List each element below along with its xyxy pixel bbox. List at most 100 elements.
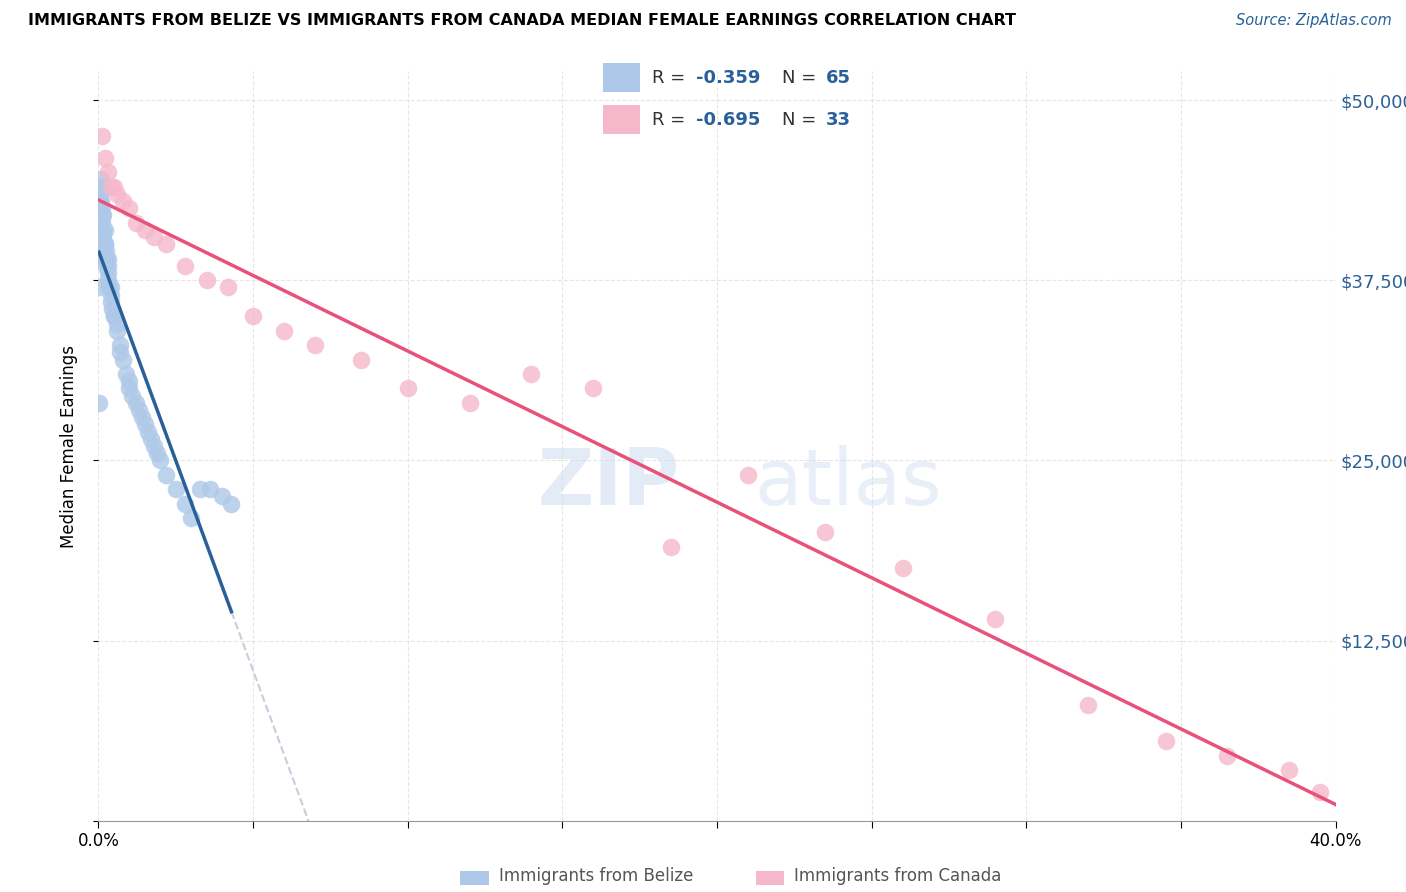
- Point: [91, 223, 114, 237]
- Point: [87, 396, 110, 410]
- Point: [91, 223, 114, 237]
- Point: [143, 230, 166, 244]
- Point: [174, 259, 197, 273]
- Point: [108, 338, 131, 352]
- Point: [128, 403, 150, 417]
- Point: [91, 223, 114, 237]
- Point: [98, 280, 121, 294]
- Point: [149, 453, 172, 467]
- Point: [90, 209, 112, 223]
- Point: [1278, 763, 1301, 777]
- Text: -0.695: -0.695: [696, 111, 761, 128]
- Text: atlas: atlas: [754, 445, 942, 522]
- Point: [134, 223, 156, 237]
- Point: [91, 209, 114, 223]
- Point: [136, 425, 159, 439]
- Point: [273, 324, 295, 338]
- Point: [93, 244, 115, 259]
- Point: [97, 165, 120, 179]
- Point: [1077, 698, 1099, 713]
- Point: [97, 280, 120, 294]
- Point: [103, 310, 125, 324]
- Point: [90, 194, 112, 208]
- Point: [90, 201, 112, 215]
- Point: [304, 338, 326, 352]
- Point: [100, 280, 122, 294]
- Point: [174, 497, 197, 511]
- Text: N =: N =: [782, 69, 823, 87]
- Text: R =: R =: [652, 69, 692, 87]
- Point: [350, 352, 373, 367]
- Point: [101, 302, 124, 317]
- Point: [103, 310, 125, 324]
- Point: [93, 237, 115, 252]
- Text: Immigrants from Canada: Immigrants from Canada: [794, 867, 1001, 885]
- Text: 33: 33: [825, 111, 851, 128]
- FancyBboxPatch shape: [756, 871, 785, 885]
- Point: [118, 201, 141, 215]
- Point: [96, 259, 118, 273]
- Point: [155, 237, 177, 252]
- Point: [100, 294, 122, 309]
- Point: [1309, 785, 1331, 799]
- Point: [198, 482, 221, 496]
- Point: [124, 216, 146, 230]
- Point: [89, 194, 111, 208]
- Point: [90, 172, 112, 186]
- Point: [242, 310, 264, 324]
- FancyBboxPatch shape: [603, 63, 640, 92]
- Point: [891, 561, 914, 575]
- Point: [520, 367, 543, 381]
- Point: [112, 194, 135, 208]
- Point: [115, 367, 138, 381]
- Point: [737, 467, 759, 482]
- FancyBboxPatch shape: [460, 871, 489, 885]
- Point: [97, 266, 120, 280]
- Point: [180, 511, 202, 525]
- Point: [94, 237, 117, 252]
- Point: [814, 525, 837, 540]
- Point: [582, 381, 605, 395]
- Point: [94, 252, 117, 266]
- Point: [458, 396, 481, 410]
- Point: [89, 280, 111, 294]
- Point: [97, 259, 120, 273]
- Text: N =: N =: [782, 111, 823, 128]
- Point: [118, 374, 141, 388]
- Point: [94, 244, 117, 259]
- Point: [105, 324, 128, 338]
- Point: [93, 230, 115, 244]
- Point: [143, 439, 166, 453]
- Point: [195, 273, 218, 287]
- Point: [100, 287, 122, 301]
- Point: [91, 216, 114, 230]
- Point: [97, 252, 120, 266]
- Point: [100, 179, 122, 194]
- Point: [211, 490, 233, 504]
- Text: -0.359: -0.359: [696, 69, 761, 87]
- Point: [139, 432, 162, 446]
- Point: [90, 129, 112, 144]
- Point: [984, 612, 1007, 626]
- Point: [97, 273, 120, 287]
- Text: Source: ZipAtlas.com: Source: ZipAtlas.com: [1236, 13, 1392, 29]
- Point: [131, 410, 153, 425]
- Point: [105, 186, 128, 201]
- FancyBboxPatch shape: [603, 105, 640, 134]
- Point: [108, 345, 131, 359]
- Point: [155, 467, 177, 482]
- Text: ZIP: ZIP: [537, 445, 681, 522]
- Point: [1216, 748, 1239, 763]
- Point: [121, 388, 143, 402]
- Point: [165, 482, 187, 496]
- Point: [96, 252, 118, 266]
- Point: [124, 396, 146, 410]
- Text: R =: R =: [652, 111, 692, 128]
- Point: [93, 252, 115, 266]
- Point: [105, 317, 128, 331]
- Point: [190, 482, 212, 496]
- Point: [659, 540, 682, 554]
- Text: Immigrants from Belize: Immigrants from Belize: [499, 867, 693, 885]
- Point: [91, 209, 114, 223]
- Point: [1154, 734, 1177, 748]
